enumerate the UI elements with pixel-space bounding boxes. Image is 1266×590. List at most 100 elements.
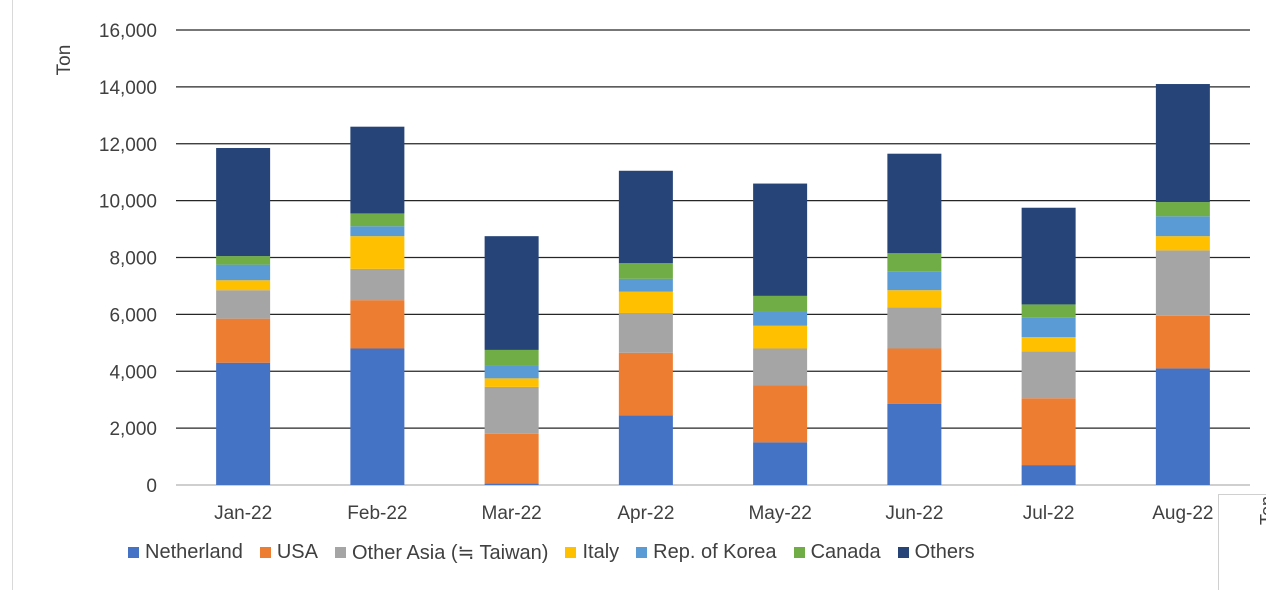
bar-segment-netherland [887, 403, 942, 485]
legend-item: Rep. of Korea [636, 541, 777, 564]
bar-segment-italy [350, 236, 405, 269]
overlapping-chart-panel: Ton [1218, 494, 1266, 590]
bar-segment-rep-of-korea [618, 278, 673, 292]
bar-segment-others [887, 153, 942, 254]
bar-segment-netherland [484, 483, 539, 485]
bar-segment-canada [618, 263, 673, 279]
bar-segment-other-asia-taiwan [618, 312, 673, 353]
bar-segment-other-asia-taiwan [216, 290, 271, 319]
legend-label: Others [914, 541, 975, 563]
bar-segment-italy [753, 325, 808, 349]
legend-swatch [897, 547, 909, 558]
bar-segment-other-asia-taiwan [1021, 351, 1076, 399]
bar-segment-canada [1021, 304, 1076, 318]
bar-segment-usa [1155, 315, 1210, 369]
bar-segment-usa [484, 433, 539, 484]
bar-segment-netherland [618, 415, 673, 485]
bar-segment-other-asia-taiwan [350, 268, 405, 301]
bar-segment-rep-of-korea [216, 264, 271, 281]
y-tick-label: 6,000 [109, 305, 157, 326]
overlapping-axis-label: Ton [1257, 495, 1266, 525]
legend-label: Canada [810, 541, 881, 563]
legend-item: Others [897, 541, 975, 564]
x-tick-label: Jan-22 [214, 503, 272, 524]
bar-segment-other-asia-taiwan [484, 386, 539, 434]
bar-segment-netherland [1155, 368, 1210, 485]
bar-segment-rep-of-korea [1155, 216, 1210, 237]
legend-swatch [636, 547, 648, 558]
bar-segment-other-asia-taiwan [753, 348, 808, 386]
y-tick-label: 10,000 [99, 192, 157, 213]
bar-segment-others [1155, 84, 1210, 203]
bar-segment-others [216, 148, 271, 257]
y-tick-label: 16,000 [99, 21, 157, 42]
bar-segment-netherland [216, 362, 271, 485]
bar-segment-canada [216, 256, 271, 265]
x-tick-label: May-22 [748, 503, 811, 524]
legend-item: Italy [565, 541, 619, 564]
bar-segment-usa [1021, 398, 1076, 466]
bar-segment-other-asia-taiwan [1155, 250, 1210, 316]
bar-segment-others [1021, 207, 1076, 305]
bar-segment-other-asia-taiwan [887, 307, 942, 349]
bar-segment-others [484, 236, 539, 350]
bar-segment-italy [1021, 337, 1076, 352]
bar-segment-italy [1155, 236, 1210, 251]
bar-segment-canada [1155, 202, 1210, 217]
legend-swatch [259, 547, 271, 558]
x-tick-label: Apr-22 [617, 503, 674, 524]
bar-segment-netherland [350, 348, 405, 485]
bar-segment-italy [887, 290, 942, 308]
bar-segment-canada [753, 295, 808, 312]
bar-segment-usa [753, 385, 808, 443]
legend-label: Other Asia (≒ Taiwan) [351, 542, 549, 564]
bar-segment-italy [618, 291, 673, 313]
x-tick-label: Mar-22 [482, 503, 542, 524]
legend-item: Canada [793, 541, 881, 564]
y-axis-label: Ton [54, 45, 75, 76]
x-tick-label: Feb-22 [347, 503, 407, 524]
bar-segment-usa [887, 348, 942, 404]
bar-segment-usa [618, 352, 673, 416]
bar-segment-usa [216, 318, 271, 363]
bar-segment-italy [484, 378, 539, 387]
legend-item: USA [259, 541, 318, 564]
legend: Netherland USA Other Asia (≒ Taiwan) Italy R… [128, 540, 992, 565]
bar-segment-italy [216, 280, 271, 291]
legend-label: Rep. of Korea [653, 541, 777, 563]
bar-segment-rep-of-korea [887, 271, 942, 291]
legend-swatch [793, 547, 805, 558]
bar-segment-others [753, 183, 808, 296]
x-tick-label: Aug-22 [1152, 503, 1213, 524]
bar-segment-usa [350, 300, 405, 349]
legend-swatch [334, 547, 346, 558]
chart-frame [12, 0, 1266, 590]
legend-item: Other Asia (≒ Taiwan) [334, 540, 549, 565]
x-tick-label: Jul-22 [1023, 503, 1075, 524]
bar-segment-rep-of-korea [484, 365, 539, 379]
bar-segment-canada [350, 213, 405, 227]
y-tick-label: 2,000 [109, 419, 157, 440]
legend-label: Netherland [145, 541, 243, 563]
bar-segment-rep-of-korea [753, 311, 808, 326]
y-tick-label: 4,000 [109, 362, 157, 383]
legend-label: USA [276, 541, 318, 563]
legend-swatch [565, 547, 577, 558]
legend-item: Netherland [128, 541, 243, 564]
bar-segment-netherland [753, 442, 808, 485]
bar-segment-others [350, 126, 405, 214]
y-tick-label: 14,000 [99, 78, 157, 99]
bar-segment-canada [887, 253, 942, 272]
bar-segment-rep-of-korea [1021, 317, 1076, 338]
y-tick-label: 12,000 [99, 135, 157, 156]
bar-segment-others [618, 170, 673, 264]
bar-segment-canada [484, 349, 539, 366]
bar-segment-netherland [1021, 465, 1076, 485]
bar-segment-rep-of-korea [350, 226, 405, 237]
y-tick-label: 8,000 [109, 249, 157, 270]
x-tick-label: Jun-22 [885, 503, 943, 524]
legend-swatch [128, 547, 139, 558]
legend-label: Italy [582, 541, 620, 563]
y-tick-label: 0 [146, 476, 157, 497]
